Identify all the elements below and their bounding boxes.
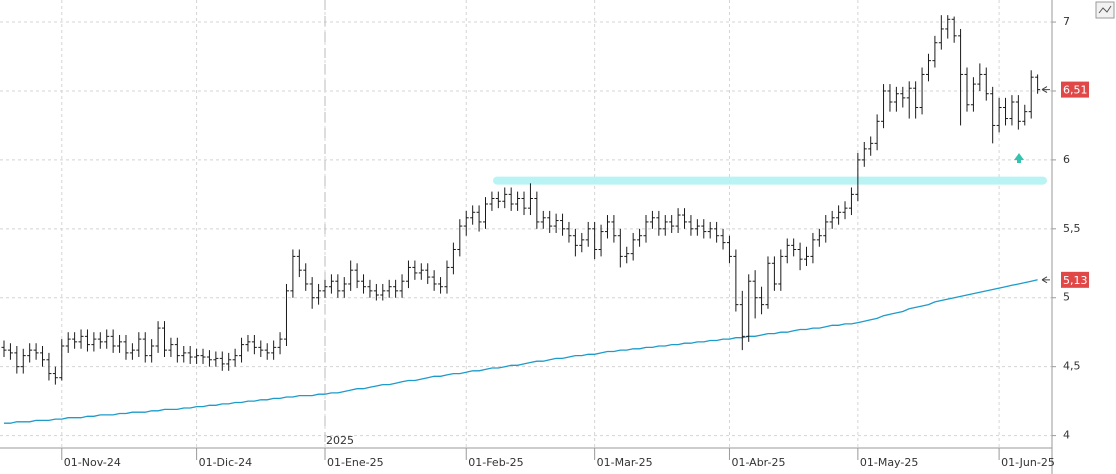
plot: 2025 bbox=[0, 0, 1052, 448]
x-tick-label: 01-May-25 bbox=[860, 456, 918, 469]
last-price-label: 6,51 bbox=[1063, 84, 1088, 97]
year-label: 2025 bbox=[326, 434, 354, 447]
last-ma-box bbox=[1061, 271, 1089, 288]
x-tick-label: 01-Ene-25 bbox=[327, 456, 384, 469]
x-tick-label: 01-Abr-25 bbox=[731, 456, 785, 469]
x-tick-label: 01-Nov-24 bbox=[64, 456, 121, 469]
y-tick-label: 6 bbox=[1063, 153, 1070, 166]
x-tick-label: 01-Dic-24 bbox=[199, 456, 253, 469]
y-tick-label: 4,5 bbox=[1063, 360, 1081, 373]
y-tick-label: 7 bbox=[1063, 15, 1070, 28]
last-ma-pointer bbox=[1041, 276, 1050, 284]
resistance-band bbox=[493, 176, 1047, 185]
last-price-box bbox=[1061, 81, 1089, 98]
last-price-pointer bbox=[1041, 86, 1050, 94]
options-button[interactable] bbox=[1095, 1, 1115, 19]
x-tick-label: 01-Jun-25 bbox=[1001, 456, 1055, 469]
signal-arrow bbox=[1014, 153, 1024, 163]
y-tick-label: 5,5 bbox=[1063, 222, 1081, 235]
x-tick-label: 01-Mar-25 bbox=[597, 456, 653, 469]
y-tick-label: 4 bbox=[1063, 429, 1070, 442]
x-tick-label: 01-Feb-25 bbox=[468, 456, 523, 469]
y-tick-label: 5 bbox=[1063, 291, 1070, 304]
moving-average bbox=[4, 279, 1038, 424]
last-ma-label: 5,13 bbox=[1063, 274, 1088, 287]
button-icon bbox=[1098, 5, 1112, 14]
